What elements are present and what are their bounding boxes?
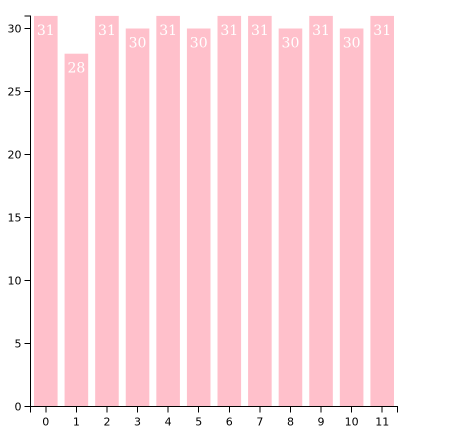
- x-axis-line: [30, 406, 398, 413]
- y-tick-label-15: 15: [8, 212, 22, 225]
- x-tick-label-7: 7: [256, 416, 263, 429]
- x-tick-label-8: 8: [287, 416, 294, 429]
- bar-label-5: 30: [190, 36, 208, 52]
- bar-8: [278, 28, 303, 407]
- x-tick-label-11: 11: [375, 416, 389, 429]
- bar-label-9: 31: [312, 23, 330, 39]
- y-tick-label-5: 5: [15, 338, 22, 351]
- bar-0: [34, 15, 58, 407]
- x-tick-label-4: 4: [165, 416, 172, 429]
- bar-label-0: 31: [37, 23, 55, 39]
- y-tick-label-10: 10: [8, 275, 22, 288]
- bar-label-7: 31: [251, 23, 269, 39]
- bar-7: [248, 15, 272, 407]
- x-tick-label-10: 10: [345, 416, 359, 429]
- bar-9: [309, 15, 333, 407]
- x-tick-label-0: 0: [42, 416, 49, 429]
- x-tick-label-6: 6: [226, 416, 233, 429]
- x-tick-label-9: 9: [318, 416, 325, 429]
- bar-data-labels: 31 28 31 30 31 30 31 31 30 31 30 31: [37, 23, 391, 77]
- bar-4: [156, 15, 180, 407]
- x-tick-label-2: 2: [103, 416, 110, 429]
- x-axis: 0 1 2 3 4 5 6 7 8 9 10 11: [30, 406, 398, 429]
- bar-label-3: 30: [129, 36, 147, 52]
- x-tick-label-1: 1: [73, 416, 80, 429]
- bar-label-8: 30: [282, 36, 300, 52]
- bar-3: [125, 28, 150, 407]
- x-tick-label-3: 3: [134, 416, 141, 429]
- bar-11: [370, 15, 394, 407]
- bar-5: [186, 28, 211, 407]
- bar-label-4: 31: [159, 23, 177, 39]
- bar-label-1: 28: [67, 61, 85, 77]
- y-tick-label-0: 0: [15, 401, 22, 414]
- y-tick-label-30: 30: [8, 23, 22, 36]
- bar-label-6: 31: [220, 23, 238, 39]
- bars: [34, 15, 394, 407]
- bar-2: [95, 15, 119, 407]
- bar-label-10: 30: [343, 36, 361, 52]
- y-tick-label-20: 20: [8, 149, 22, 162]
- bar-label-2: 31: [98, 23, 116, 39]
- bar-10: [339, 28, 364, 407]
- bar-label-11: 31: [373, 23, 391, 39]
- x-tick-label-5: 5: [195, 416, 202, 429]
- y-tick-label-25: 25: [8, 86, 22, 99]
- bar-1: [64, 53, 89, 407]
- bar-6: [217, 15, 242, 407]
- y-axis-line: [24, 15, 31, 407]
- y-axis: 0 5 10 15 20 25 30: [8, 15, 31, 414]
